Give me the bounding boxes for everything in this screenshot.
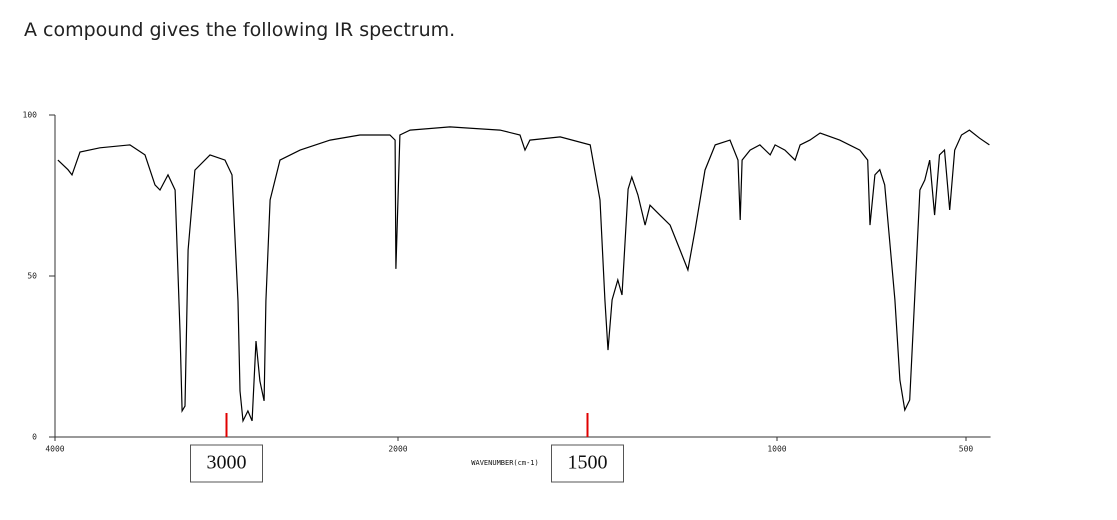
x-tick-label: 2000	[388, 445, 407, 454]
spectrum-line	[57, 126, 990, 424]
annotation-box	[190, 444, 263, 483]
y-tick-label: 50	[27, 272, 37, 281]
annotation-box	[551, 444, 624, 483]
y-tick-label: 100	[23, 111, 38, 120]
x-tick-label: 4000	[45, 445, 64, 454]
x-axis-label: WAVENUMBER(cm-1)	[471, 459, 538, 467]
annotation-label: 3000	[207, 452, 247, 474]
x-tick-label: 1000	[767, 445, 786, 454]
y-tick-label: 0	[32, 433, 37, 442]
x-tick-label: 500	[959, 445, 974, 454]
question-text: A compound gives the following IR spectr…	[24, 19, 455, 41]
annotation-label: 1500	[568, 452, 608, 474]
